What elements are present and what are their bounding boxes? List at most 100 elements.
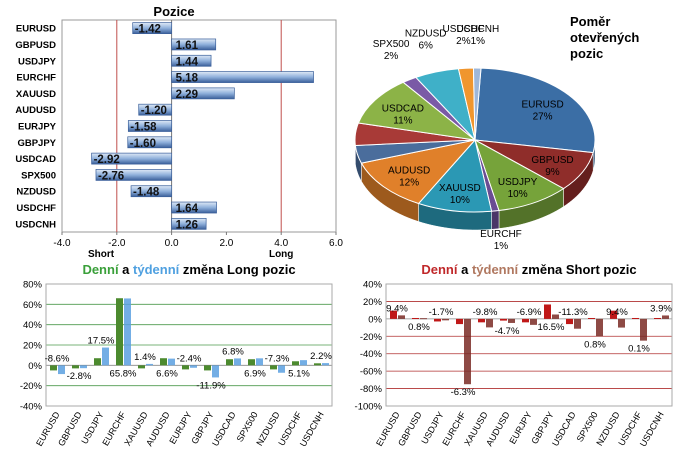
- category-label: EURUSD: [16, 24, 56, 35]
- pie-label-name: GBPUSD: [531, 155, 573, 166]
- y-tick-label: 60%: [23, 300, 43, 311]
- pie-label-name: AUDUSD: [388, 166, 430, 177]
- change-bar: [566, 319, 573, 324]
- change-bar: [50, 365, 57, 370]
- title-part: změna Short pozic: [518, 262, 636, 277]
- data-label: -7.3%: [265, 353, 290, 364]
- y-tick-label: 40%: [363, 280, 383, 291]
- change-bar: [124, 298, 131, 365]
- y-tick-label: 80%: [23, 280, 43, 291]
- change-bar: [138, 365, 145, 368]
- data-label: -2.4%: [177, 353, 202, 364]
- change-bar: [588, 318, 595, 319]
- change-bar: [278, 365, 285, 372]
- value-label: -1.42: [135, 24, 161, 36]
- chart-title: Pozice: [153, 4, 194, 19]
- data-label: 0.8%: [408, 322, 430, 333]
- y-tick-label: 20%: [23, 341, 43, 352]
- value-label: 5.18: [176, 73, 199, 85]
- pie-label-name: SPX500: [373, 39, 410, 50]
- title-part: a: [119, 262, 133, 277]
- y-tick-label: 0%: [28, 361, 42, 372]
- value-label: -1.20: [141, 105, 167, 117]
- category-label: GBPUSD: [15, 40, 56, 51]
- pie-title-line: Poměr: [570, 14, 610, 29]
- change-bar: [412, 318, 419, 319]
- pie-label-name: XAUUSD: [439, 183, 481, 194]
- data-label: -11.9%: [196, 380, 226, 391]
- data-label: -8.6%: [45, 353, 70, 364]
- change-bar: [544, 304, 551, 318]
- title-part: změna Long pozic: [179, 262, 295, 277]
- change-bar: [632, 318, 639, 319]
- data-label: 5.1%: [288, 368, 310, 379]
- data-label: 65.8%: [110, 368, 137, 379]
- category-label: SPX500: [21, 170, 56, 181]
- category-label: USDCAD: [15, 154, 56, 165]
- change-bar: [256, 358, 263, 365]
- value-label: -1.60: [130, 138, 156, 150]
- pie-label-value: 11%: [393, 115, 412, 126]
- change-bar: [226, 359, 233, 365]
- data-label: -11.3%: [558, 307, 588, 318]
- change-bar: [102, 348, 109, 366]
- change-bar: [300, 360, 307, 365]
- change-bar: [146, 364, 153, 365]
- y-tick-label: -20%: [20, 381, 43, 392]
- data-label: -6.3%: [451, 387, 476, 398]
- change-bar: [618, 319, 625, 328]
- value-label: 2.29: [176, 89, 198, 101]
- pie-label-value: 6%: [418, 41, 433, 52]
- y-tick-label: 40%: [23, 320, 43, 331]
- change-bar: [292, 361, 299, 365]
- pie-label-value: 1%: [471, 36, 486, 47]
- change-bar: [398, 315, 405, 318]
- category-label: XAUUSD: [16, 89, 56, 100]
- change-bar: [204, 365, 211, 370]
- pie-label-name: NZDUSD: [405, 29, 447, 40]
- data-label: 6.9%: [244, 368, 266, 379]
- change-bar: [190, 365, 197, 367]
- title-part: a: [457, 262, 471, 277]
- change-bar: [530, 319, 537, 325]
- category-label: EURJPY: [18, 122, 57, 133]
- change-bar: [596, 319, 603, 336]
- chart-title: Denní a týdenní změna Short pozic: [421, 262, 636, 277]
- change-bar: [478, 319, 485, 322]
- change-bar: [116, 298, 123, 365]
- data-label: 1.4%: [134, 352, 156, 363]
- change-bar: [434, 319, 441, 322]
- value-label: -2.92: [94, 154, 120, 166]
- change-bar: [168, 359, 175, 366]
- chart-title: Denní a týdenní změna Long pozic: [82, 262, 295, 277]
- ratio-pie-chart: EURUSD27%GBPUSD9%USDJPY10%EURCHF1%XAUUSD…: [345, 0, 680, 262]
- value-label: 1.44: [176, 56, 199, 68]
- pie-label-value: 1%: [494, 241, 509, 252]
- data-label: -6.9%: [517, 307, 542, 318]
- value-label: -1.48: [133, 187, 160, 199]
- change-bar: [248, 359, 255, 365]
- pie-label-value: 27%: [533, 112, 553, 123]
- change-bar: [72, 365, 79, 368]
- pie-label-value: 2%: [384, 51, 399, 62]
- title-part: týdenní: [133, 262, 180, 277]
- pie-label-value: 10%: [450, 195, 470, 206]
- y-tick-label: -100%: [355, 402, 383, 413]
- change-bar: [486, 319, 493, 328]
- change-bar: [234, 358, 241, 365]
- change-bar: [654, 318, 661, 319]
- change-bar: [662, 315, 669, 318]
- change-bar: [522, 319, 529, 322]
- category-label: NZDUSD: [16, 187, 56, 198]
- title-part: Denní: [82, 262, 119, 277]
- category-label: AUDUSD: [15, 105, 56, 116]
- change-bar: [314, 363, 321, 365]
- y-tick-label: -40%: [360, 349, 383, 360]
- pie-label-name: USDCAD: [382, 103, 424, 114]
- data-label: 17.5%: [88, 336, 115, 347]
- data-label: -1.7%: [429, 307, 454, 318]
